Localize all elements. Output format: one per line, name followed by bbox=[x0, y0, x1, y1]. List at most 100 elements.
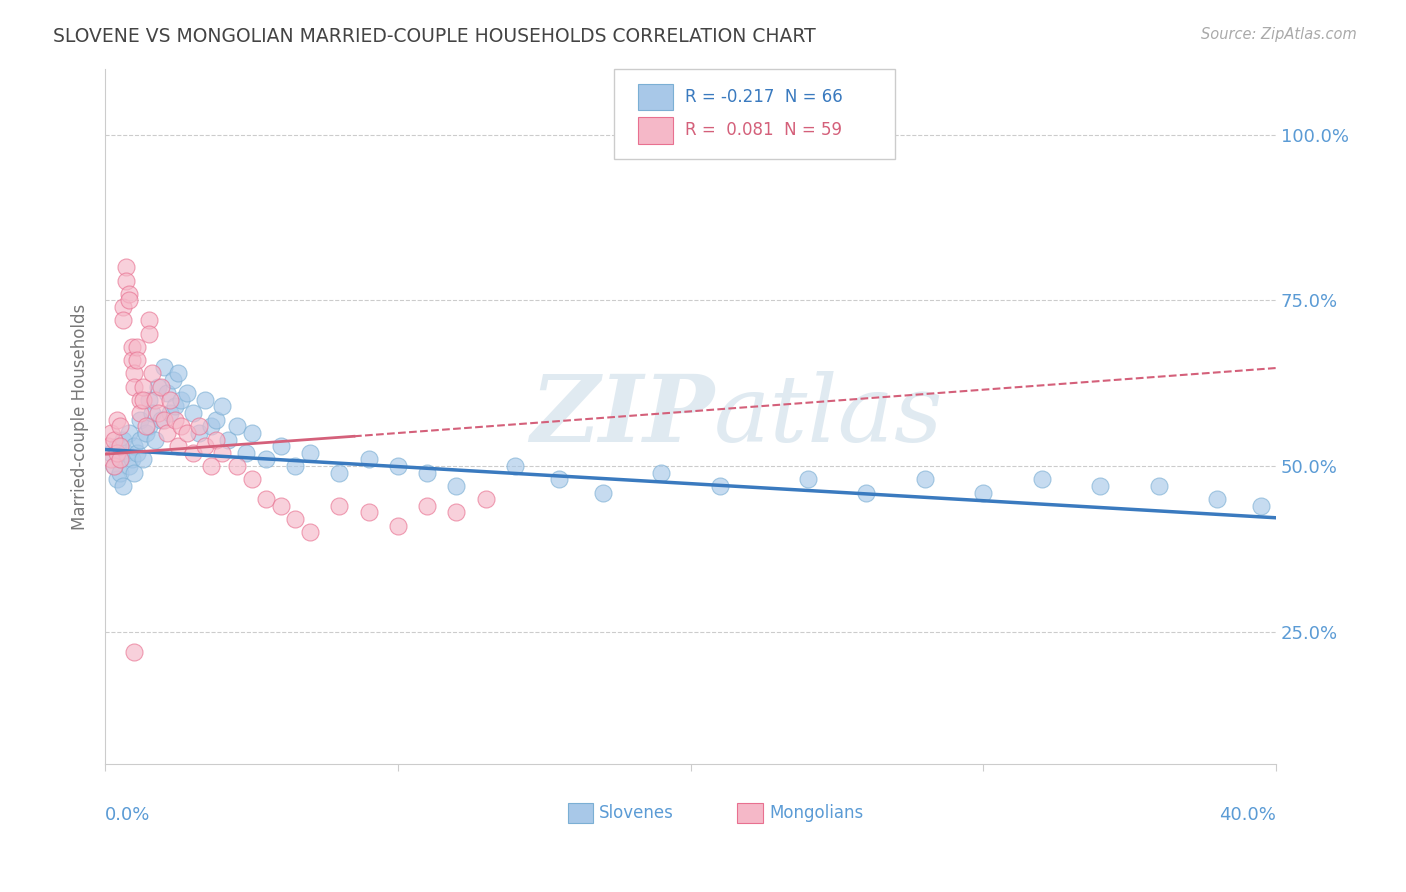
Point bbox=[187, 425, 209, 440]
Point bbox=[170, 392, 193, 407]
Point bbox=[111, 433, 134, 447]
FancyBboxPatch shape bbox=[638, 117, 673, 144]
Point bbox=[129, 392, 152, 407]
Point bbox=[149, 379, 172, 393]
Point bbox=[796, 472, 818, 486]
Point bbox=[152, 413, 174, 427]
Point bbox=[328, 466, 350, 480]
Point bbox=[205, 433, 228, 447]
Point bbox=[205, 413, 228, 427]
Point bbox=[143, 392, 166, 407]
Point bbox=[121, 340, 143, 354]
Point bbox=[124, 439, 146, 453]
Point bbox=[146, 379, 169, 393]
Point bbox=[165, 413, 187, 427]
Point bbox=[284, 512, 307, 526]
Point bbox=[167, 439, 190, 453]
Point bbox=[132, 379, 155, 393]
Point bbox=[108, 452, 131, 467]
Point bbox=[709, 479, 731, 493]
Text: 40.0%: 40.0% bbox=[1219, 806, 1277, 824]
Point bbox=[156, 425, 179, 440]
Point bbox=[132, 452, 155, 467]
Point bbox=[855, 485, 877, 500]
Point bbox=[111, 479, 134, 493]
Point bbox=[176, 425, 198, 440]
Point bbox=[240, 472, 263, 486]
Point bbox=[105, 472, 128, 486]
Point bbox=[176, 386, 198, 401]
Point bbox=[141, 367, 163, 381]
Point bbox=[200, 419, 222, 434]
Point bbox=[105, 446, 128, 460]
FancyBboxPatch shape bbox=[614, 69, 896, 159]
Point bbox=[328, 499, 350, 513]
Point bbox=[181, 406, 204, 420]
Point bbox=[194, 392, 217, 407]
Point bbox=[111, 313, 134, 327]
Point bbox=[474, 492, 496, 507]
Point bbox=[159, 406, 181, 420]
Point bbox=[127, 446, 149, 460]
Point bbox=[235, 446, 257, 460]
Point bbox=[105, 413, 128, 427]
Point bbox=[194, 439, 217, 453]
Point bbox=[1031, 472, 1053, 486]
Point bbox=[108, 466, 131, 480]
Point bbox=[165, 400, 187, 414]
Point bbox=[547, 472, 569, 486]
Text: R =  0.081  N = 59: R = 0.081 N = 59 bbox=[685, 121, 842, 139]
Point bbox=[132, 392, 155, 407]
Point bbox=[141, 406, 163, 420]
Point bbox=[100, 446, 122, 460]
Point bbox=[108, 419, 131, 434]
FancyBboxPatch shape bbox=[638, 84, 673, 111]
Point bbox=[299, 525, 322, 540]
Point bbox=[105, 439, 128, 453]
Point bbox=[1090, 479, 1112, 493]
Text: SLOVENE VS MONGOLIAN MARRIED-COUPLE HOUSEHOLDS CORRELATION CHART: SLOVENE VS MONGOLIAN MARRIED-COUPLE HOUS… bbox=[53, 27, 815, 45]
Point bbox=[124, 466, 146, 480]
Text: ZIP: ZIP bbox=[530, 371, 714, 461]
Point bbox=[217, 433, 239, 447]
Point bbox=[114, 260, 136, 275]
Point bbox=[270, 439, 292, 453]
Point bbox=[124, 367, 146, 381]
Text: 0.0%: 0.0% bbox=[105, 806, 150, 824]
Point bbox=[914, 472, 936, 486]
Point bbox=[100, 425, 122, 440]
Point bbox=[226, 419, 249, 434]
Point bbox=[117, 286, 139, 301]
Point bbox=[1206, 492, 1229, 507]
Y-axis label: Married-couple Households: Married-couple Households bbox=[72, 303, 89, 530]
Point bbox=[114, 274, 136, 288]
Point bbox=[650, 466, 672, 480]
Point bbox=[159, 392, 181, 407]
Point bbox=[167, 367, 190, 381]
Text: Mongolians: Mongolians bbox=[769, 804, 863, 822]
Point bbox=[129, 433, 152, 447]
Point bbox=[103, 433, 125, 447]
Point bbox=[100, 452, 122, 467]
Point bbox=[211, 400, 233, 414]
Point bbox=[357, 506, 380, 520]
Point bbox=[111, 300, 134, 314]
Point bbox=[124, 379, 146, 393]
Point bbox=[416, 466, 439, 480]
Point bbox=[146, 406, 169, 420]
FancyBboxPatch shape bbox=[568, 803, 593, 823]
Point bbox=[135, 419, 157, 434]
FancyBboxPatch shape bbox=[737, 803, 763, 823]
Point bbox=[200, 459, 222, 474]
Point bbox=[108, 452, 131, 467]
Point bbox=[117, 459, 139, 474]
Point bbox=[357, 452, 380, 467]
Point bbox=[156, 386, 179, 401]
Point bbox=[103, 459, 125, 474]
Point bbox=[138, 392, 160, 407]
Text: R = -0.217  N = 66: R = -0.217 N = 66 bbox=[685, 88, 842, 106]
Point bbox=[97, 439, 120, 453]
Text: Slovenes: Slovenes bbox=[599, 804, 673, 822]
Point bbox=[592, 485, 614, 500]
Point bbox=[181, 446, 204, 460]
